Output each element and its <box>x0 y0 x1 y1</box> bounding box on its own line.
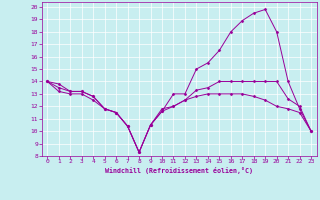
X-axis label: Windchill (Refroidissement éolien,°C): Windchill (Refroidissement éolien,°C) <box>105 167 253 174</box>
